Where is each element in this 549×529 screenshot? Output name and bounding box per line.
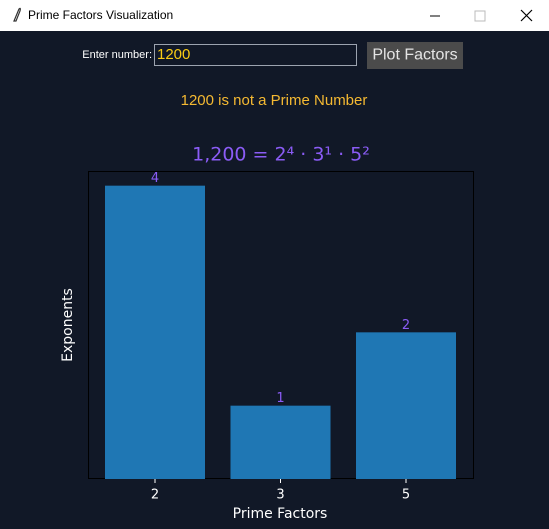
close-button[interactable] [520, 9, 533, 22]
y-axis-label: Exponents [60, 288, 76, 362]
value-label: 2 [402, 318, 410, 333]
x-tick-label: 2 [151, 488, 159, 503]
input-label: Enter number: [82, 49, 152, 61]
maximize-button[interactable] [474, 10, 486, 22]
chart-title: 1,200 = 2⁴ · 3¹ · 5² [192, 144, 370, 166]
x-tick-label: 3 [276, 488, 284, 503]
window-title: Prime Factors Visualization [28, 8, 173, 22]
plot-button[interactable] [367, 42, 463, 69]
bar [356, 332, 456, 479]
input-text: 1200 [157, 46, 190, 63]
x-axis-label: Prime Factors [233, 506, 328, 522]
bar [105, 185, 205, 479]
status-message: 1200 is not a Prime Number [181, 92, 368, 109]
bar [230, 405, 331, 479]
app-icon [13, 7, 21, 22]
plot-button-label: Plot Factors [372, 47, 457, 64]
value-label: 4 [151, 171, 159, 186]
x-tick-label: 5 [402, 488, 410, 503]
title-bar [0, 0, 549, 31]
number-input[interactable] [154, 44, 357, 66]
value-label: 1 [276, 391, 284, 406]
